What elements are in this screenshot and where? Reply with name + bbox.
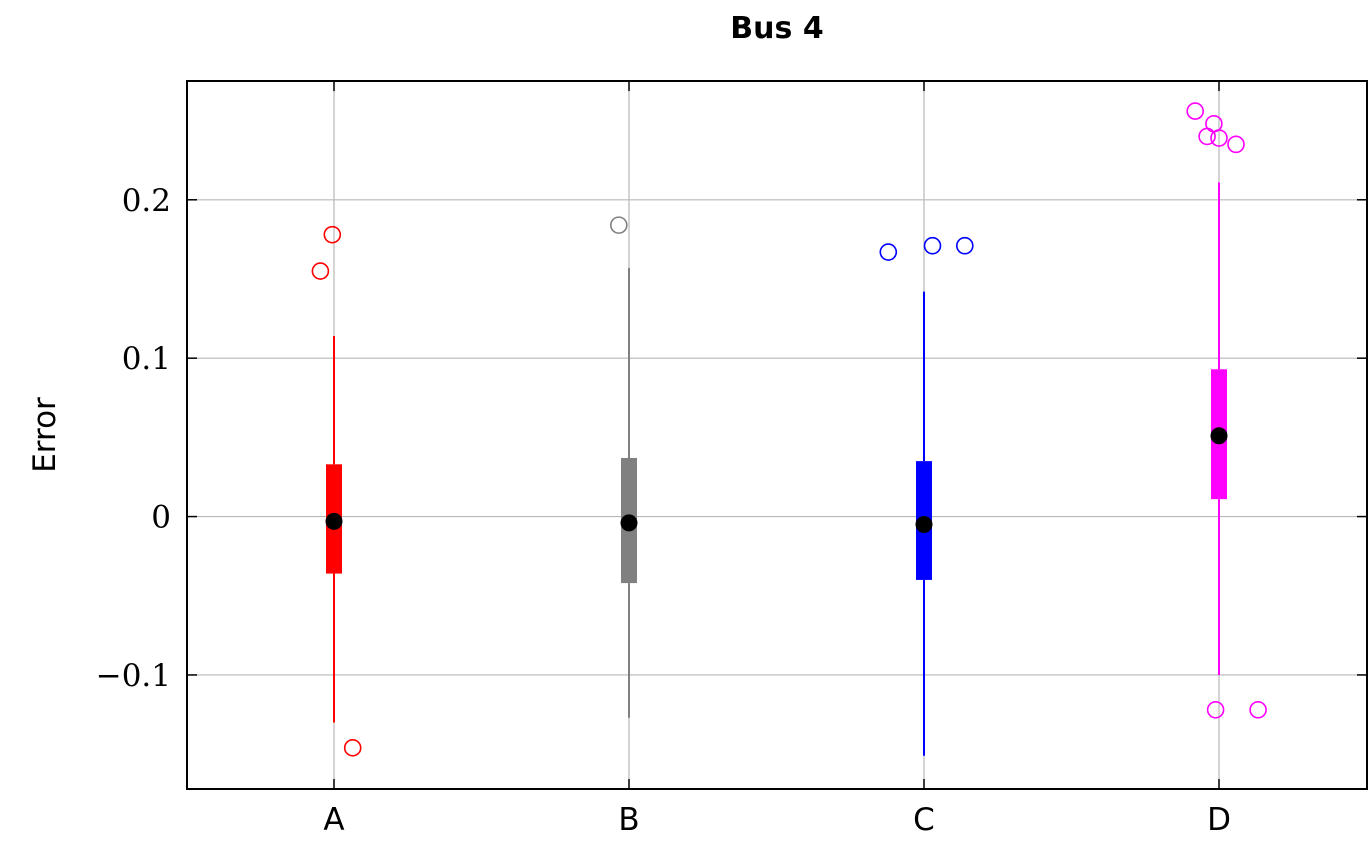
axis-layer: −0.1 0 0.1 0.2 A B C D (96, 81, 1367, 838)
outlier-point (879, 243, 898, 261)
outlier-point (1227, 135, 1245, 154)
median-dot (1210, 427, 1228, 445)
x-tick-label: C (913, 802, 935, 838)
outlier-point (1186, 102, 1204, 120)
outlier-point (923, 236, 942, 255)
y-tick-label: 0.2 (122, 183, 171, 219)
y-tick-label: 0.1 (122, 341, 171, 377)
y-tick-label: −0.1 (96, 658, 171, 694)
median-dot (620, 514, 638, 532)
median-dot (325, 512, 343, 530)
chart-title: Bus 4 (730, 11, 823, 46)
outlier-point (1249, 701, 1267, 719)
x-tick-label: A (323, 802, 344, 838)
outlier-point (1198, 127, 1216, 146)
outlier-point (1206, 701, 1225, 719)
outlier-point (609, 216, 628, 234)
outlier-point (955, 236, 974, 255)
box-c (879, 236, 974, 756)
y-axis-label: Error (27, 397, 63, 473)
plot-frame (186, 80, 1368, 790)
outlier-point (343, 739, 362, 757)
x-tick-label: B (618, 802, 639, 838)
grid-layer (187, 81, 1367, 789)
box-b (609, 216, 638, 718)
outlier-point (323, 225, 342, 244)
x-tick-label: D (1207, 802, 1231, 838)
outlier-point (311, 262, 330, 280)
box-a (311, 225, 362, 757)
marks-layer (311, 102, 1267, 757)
box-d (1186, 102, 1267, 719)
outlier-point (1210, 129, 1228, 147)
y-tick-label: 0 (151, 500, 171, 536)
median-dot (915, 515, 933, 533)
